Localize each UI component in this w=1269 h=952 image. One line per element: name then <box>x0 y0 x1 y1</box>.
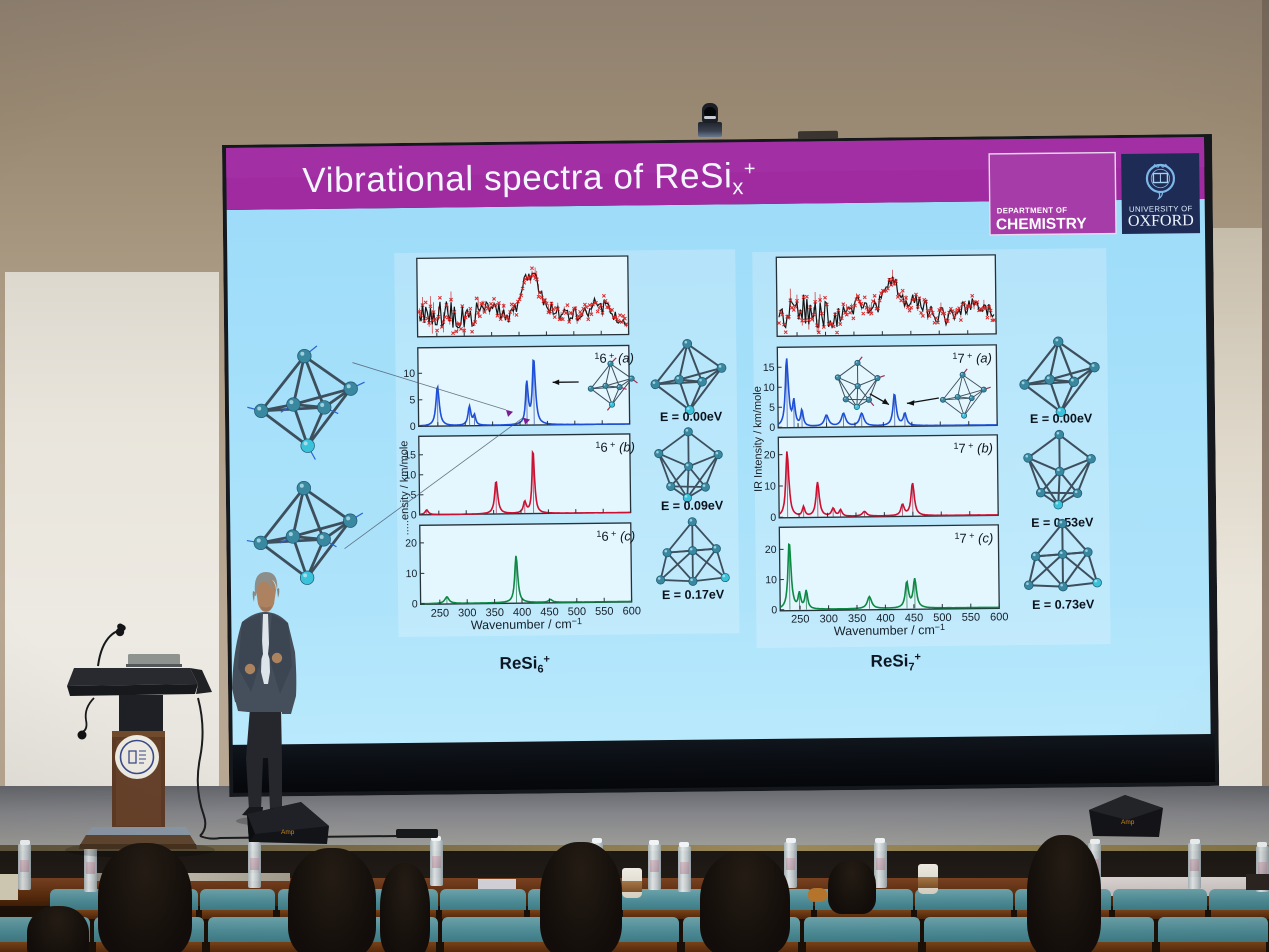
svg-text:ReSi7+: ReSi7+ <box>871 651 922 674</box>
svg-text:0: 0 <box>411 509 417 521</box>
svg-text:10: 10 <box>763 382 775 394</box>
svg-text:5: 5 <box>769 402 775 414</box>
svg-text:550: 550 <box>962 612 980 624</box>
svg-text:5: 5 <box>409 394 415 406</box>
svg-text:10: 10 <box>764 481 776 493</box>
svg-text:UNIVERSITY OF: UNIVERSITY OF <box>1129 204 1193 214</box>
svg-text:250: 250 <box>791 613 809 625</box>
svg-text:550: 550 <box>595 606 613 618</box>
svg-text:400: 400 <box>513 607 531 619</box>
svg-text:300: 300 <box>819 613 837 625</box>
svg-text:0: 0 <box>771 604 777 616</box>
svg-text:Amp: Amp <box>281 829 295 836</box>
svg-text:600: 600 <box>622 605 640 617</box>
svg-text:E = 0.00eV: E = 0.00eV <box>1030 411 1093 426</box>
svg-text:10: 10 <box>404 469 416 481</box>
svg-text:E = 0.00eV: E = 0.00eV <box>660 409 723 424</box>
svg-text:400: 400 <box>876 613 894 625</box>
svg-text:Wavenumber / cm−1: Wavenumber / cm−1 <box>834 622 945 638</box>
svg-text:10: 10 <box>406 568 418 580</box>
svg-text:0: 0 <box>770 512 776 524</box>
svg-text:20: 20 <box>764 449 776 461</box>
svg-text:OXFORD: OXFORD <box>1128 212 1194 230</box>
svg-text:600: 600 <box>990 611 1008 623</box>
svg-text:0: 0 <box>412 598 418 610</box>
svg-text:20: 20 <box>405 537 417 549</box>
svg-text:350: 350 <box>848 613 866 625</box>
svg-text:ReSi6+: ReSi6+ <box>500 653 551 676</box>
svg-text:15: 15 <box>404 449 416 461</box>
svg-text:CHEMISTRY: CHEMISTRY <box>996 215 1088 233</box>
svg-text:0: 0 <box>410 421 416 433</box>
svg-text:E = 0.09eV: E = 0.09eV <box>661 498 724 513</box>
svg-text:16 + (b): 16 + (b) <box>595 439 635 454</box>
svg-text:17 + (b): 17 + (b) <box>953 440 993 455</box>
svg-text:250: 250 <box>431 607 449 619</box>
svg-text:10: 10 <box>765 574 777 586</box>
svg-text:450: 450 <box>905 612 923 624</box>
svg-text:350: 350 <box>485 607 503 619</box>
svg-text:20: 20 <box>765 544 777 556</box>
svg-text:10: 10 <box>403 368 415 380</box>
svg-text:0: 0 <box>769 422 775 434</box>
svg-text:450: 450 <box>540 606 558 618</box>
svg-text:E = 0.17eV: E = 0.17eV <box>662 587 725 602</box>
svg-text:Amp: Amp <box>1121 819 1135 826</box>
svg-text:17 + (c): 17 + (c) <box>954 530 993 545</box>
svg-text:500: 500 <box>568 606 586 618</box>
svg-text:16 + (c): 16 + (c) <box>596 528 635 543</box>
svg-text:17 + (a): 17 + (a) <box>952 350 992 365</box>
svg-text:IR Intensity / km/mole: IR Intensity / km/mole <box>752 386 765 492</box>
svg-text:16 + (a): 16 + (a) <box>594 350 634 365</box>
svg-text:300: 300 <box>458 607 476 619</box>
svg-text:15: 15 <box>763 362 775 374</box>
svg-text:Wavenumber / cm−1: Wavenumber / cm−1 <box>471 616 582 632</box>
svg-text:E = 0.73eV: E = 0.73eV <box>1032 597 1095 612</box>
svg-text:DEPARTMENT OF: DEPARTMENT OF <box>997 206 1068 216</box>
svg-text:500: 500 <box>933 612 951 624</box>
svg-text:5: 5 <box>411 489 417 501</box>
svg-text:.....ensity / km/mole: .....ensity / km/mole <box>398 441 411 536</box>
